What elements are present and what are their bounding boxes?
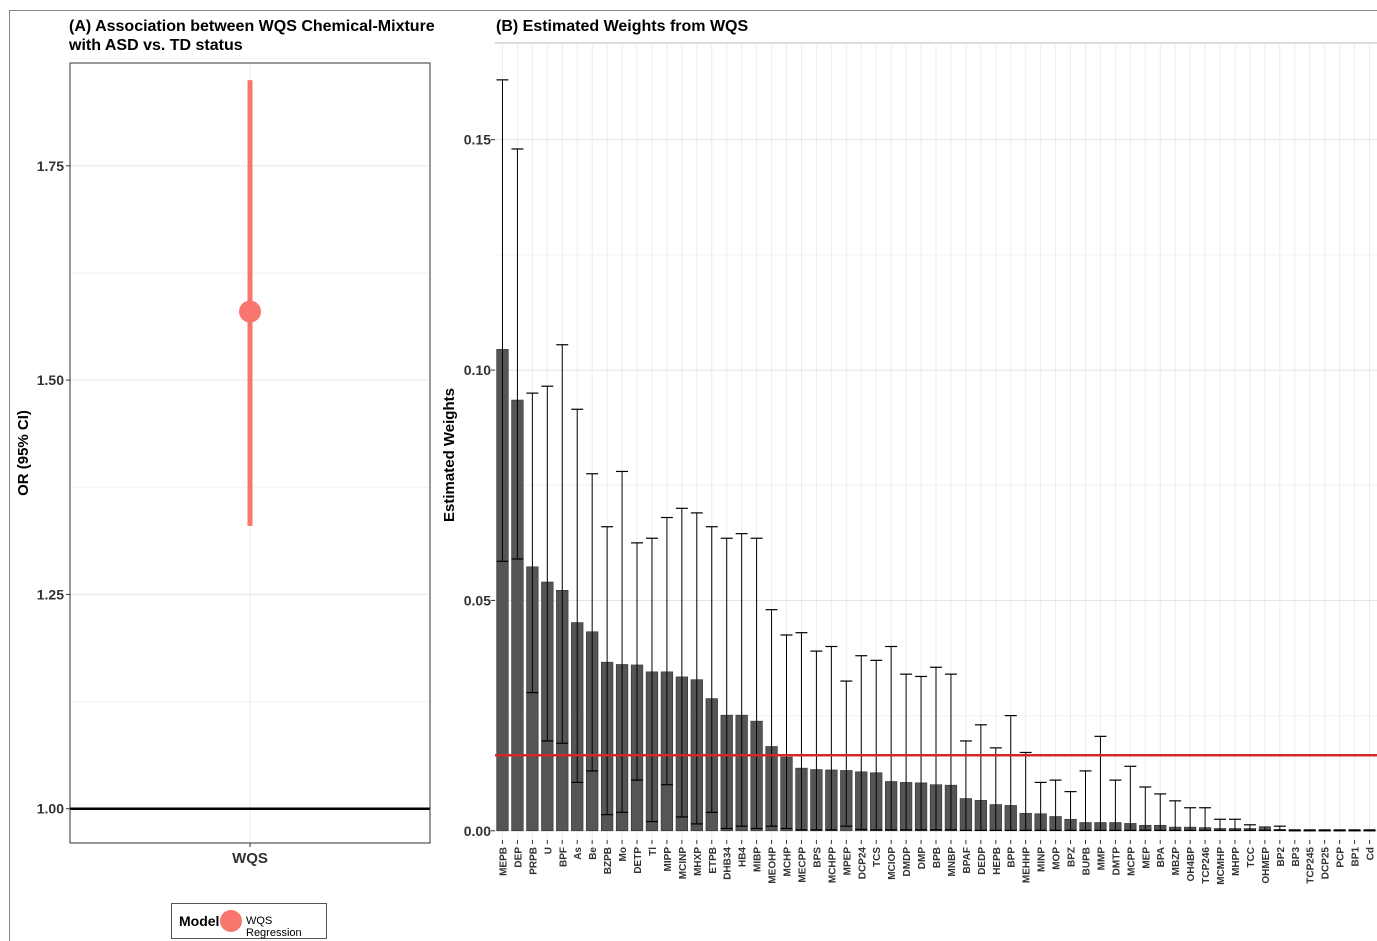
legend-dot-icon xyxy=(220,910,242,932)
panel-a-title-line-1: (A) Association between WQS Chemical-Mix… xyxy=(69,18,435,35)
x-tick-label: HB4 xyxy=(738,847,749,867)
x-tick-label: MNBP xyxy=(947,847,958,877)
x-tick-label: MCHP xyxy=(783,847,794,877)
x-tick-label: MOP xyxy=(1052,847,1063,870)
x-tick-label: DEDP xyxy=(977,847,988,875)
x-tick-label: WQS xyxy=(232,850,268,867)
x-tick-label: BP1 xyxy=(1351,847,1362,867)
x-tick-label: Tl xyxy=(648,847,659,856)
x-tick-label: Be xyxy=(588,847,599,860)
y-tick-label: 0.15 xyxy=(464,132,491,148)
legend-item-wqs: WQS Regression xyxy=(246,915,302,939)
x-tick-label: MINP xyxy=(1037,847,1048,872)
x-tick-label: BPB xyxy=(932,847,943,868)
x-tick-label: MEHHP xyxy=(1022,847,1033,883)
x-tick-label: MHXP xyxy=(693,847,704,876)
x-tick-label: MEPB xyxy=(498,847,509,876)
x-tick-label: MCIOP xyxy=(887,847,898,880)
x-tick-label: MEOHP xyxy=(768,847,779,884)
x-tick-label: BPZ xyxy=(1067,847,1078,867)
y-tick-label: 1.25 xyxy=(37,586,64,602)
or-point xyxy=(239,300,261,323)
x-tick-label: MCPP xyxy=(1126,847,1137,876)
x-tick-label: As xyxy=(573,847,584,860)
y-tick-label: 0.05 xyxy=(464,592,491,608)
x-tick-label: U xyxy=(543,847,554,854)
x-tick-label: MMP xyxy=(1096,847,1107,871)
x-tick-label: BP3 xyxy=(1291,847,1302,867)
x-tick-label: DMTP xyxy=(1111,847,1122,876)
x-tick-label: MIBP xyxy=(753,847,764,872)
x-tick-label: MCHPP xyxy=(827,847,838,883)
x-tick-label: ETPB xyxy=(708,847,719,874)
x-tick-label: DHB34 xyxy=(723,847,734,880)
x-tick-label: MCMHP xyxy=(1216,847,1227,885)
x-tick-label: BP2 xyxy=(1276,847,1287,867)
x-tick-label: MBZP xyxy=(1171,847,1182,876)
legend-title: Model xyxy=(179,913,220,929)
x-tick-label: MPEP xyxy=(842,847,853,876)
y-tick-label: 0.00 xyxy=(464,823,491,839)
x-tick-label: BPP xyxy=(1007,847,1018,868)
x-tick-label: OHMEP xyxy=(1261,847,1272,884)
x-tick-label: DCP25 xyxy=(1321,847,1332,880)
x-tick-label: OH4BP xyxy=(1186,847,1197,882)
x-tick-label: Mo xyxy=(618,847,629,861)
x-tick-label: DEP xyxy=(513,847,524,868)
x-tick-label: TCC xyxy=(1246,847,1257,868)
x-tick-label: DMDP xyxy=(902,847,913,877)
x-tick-label: BPAF xyxy=(962,847,973,873)
x-tick-label: DETP xyxy=(633,847,644,874)
panel-b-title: (B) Estimated Weights from WQS xyxy=(496,18,749,35)
x-tick-label: DCP24 xyxy=(857,847,868,880)
x-tick-label: BUPB xyxy=(1081,847,1092,875)
y-tick-label: 1.00 xyxy=(37,801,64,817)
y-tick-label: 1.75 xyxy=(37,158,64,174)
y-axis-title: Estimated Weights xyxy=(441,388,458,522)
y-tick-label: 1.50 xyxy=(37,372,64,388)
panel-a-chart: 1.00 1.25 1.50 1.75 WQS OR (95% CI) xyxy=(15,58,431,867)
x-tick-label: TCS xyxy=(872,847,883,867)
x-tick-label: BPS xyxy=(812,847,823,868)
legend: Model WQS Regression xyxy=(171,903,327,939)
x-tick-label: HEPB xyxy=(992,847,1003,875)
x-tick-label: DMP xyxy=(917,847,928,870)
x-tick-label: TCP246 xyxy=(1201,847,1212,884)
x-tick-label: PCP xyxy=(1336,847,1347,868)
x-tick-label: MCINP xyxy=(678,847,689,880)
y-axis-title: OR (95% CI) xyxy=(15,410,32,496)
x-tick-label: MHPP xyxy=(1231,847,1242,876)
x-tick-label: MECPP xyxy=(797,847,808,883)
x-tick-label: TCP245 xyxy=(1306,847,1317,884)
x-tick-label: MIPP xyxy=(663,847,674,872)
x-tick-label: BZPB xyxy=(603,847,614,874)
y-tick-label: 0.10 xyxy=(464,362,491,378)
panel-a-title: (A) Association between WQS Chemical-Mix… xyxy=(69,17,435,55)
x-tick-label: MEP xyxy=(1141,847,1152,869)
figure-frame xyxy=(9,10,1377,941)
x-tick-label: BPA xyxy=(1156,847,1167,867)
x-tick-label: PRPB xyxy=(528,847,539,875)
panel-a-title-line-2: with ASD vs. TD status xyxy=(69,37,243,54)
x-tick-label: BPF xyxy=(558,847,569,867)
x-tick-label: Cd xyxy=(1366,847,1377,860)
